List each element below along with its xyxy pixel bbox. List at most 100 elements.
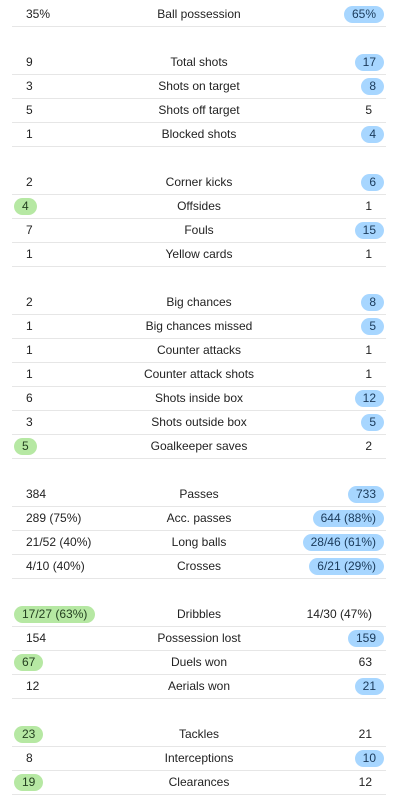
away-value: 8 <box>361 78 384 95</box>
stat-row: Blocked shots 1 4 <box>12 123 386 147</box>
away-value: 159 <box>347 630 384 647</box>
away-value: 28/46 (61%) <box>302 534 384 551</box>
home-value: 23 <box>14 726 44 743</box>
away-value: 1 <box>365 247 372 261</box>
away-value: 12 <box>358 775 372 789</box>
away-value: 5 <box>361 318 384 335</box>
home-value: 3 <box>26 415 33 429</box>
stat-row: Aerials won 12 21 <box>12 675 386 699</box>
home-value: 7 <box>26 223 33 237</box>
stat-group: Passes 384 733 Acc. passes 289 (75%) 644 (88%… <box>12 483 386 579</box>
home-value: 5 <box>26 103 33 117</box>
stat-row: Possession lost 154 159 <box>12 627 386 651</box>
stat-label: Goalkeeper saves <box>150 439 248 453</box>
stat-label: Clearances <box>168 775 230 789</box>
home-value: 8 <box>26 751 33 765</box>
home-value: 5 <box>14 438 37 455</box>
stat-label: Ball possession <box>157 7 241 21</box>
stat-row: Total shots 9 17 <box>12 51 386 75</box>
home-value: 35% <box>26 7 51 21</box>
stat-row: Goalkeeper saves 5 2 <box>12 435 386 459</box>
stat-row: Acc. passes 289 (75%) 644 (88%) <box>12 507 386 531</box>
stat-row: Big chances 2 8 <box>12 291 386 315</box>
stat-row: Yellow cards 1 1 <box>12 243 386 267</box>
stat-label: Big chances missed <box>145 319 253 333</box>
home-value: 4/10 (40%) <box>26 559 85 573</box>
stat-row: Crosses 4/10 (40%) 6/21 (29%) <box>12 555 386 579</box>
home-value: 12 <box>26 679 40 693</box>
stat-label: Blocked shots <box>161 127 237 141</box>
stat-label: Shots outside box <box>151 415 247 429</box>
home-value: 289 (75%) <box>26 511 82 525</box>
stat-label: Big chances <box>166 295 232 309</box>
stat-label: Interceptions <box>164 751 234 765</box>
stat-group: Total shots 9 17 Shots on target 3 8 Shots off… <box>12 51 386 147</box>
stat-label: Passes <box>179 487 219 501</box>
stat-row: Counter attacks 1 1 <box>12 339 386 363</box>
home-value: 384 <box>26 487 47 501</box>
stat-row: Duels won 67 63 <box>12 651 386 675</box>
home-value: 1 <box>26 367 33 381</box>
stat-row: Clearances 19 12 <box>12 771 386 795</box>
home-value: 4 <box>14 198 37 215</box>
away-value: 1 <box>365 199 372 213</box>
stat-row: Shots outside box 3 5 <box>12 411 386 435</box>
stat-label: Counter attack shots <box>143 367 255 381</box>
away-value: 733 <box>347 486 384 503</box>
home-value: 1 <box>26 127 33 141</box>
home-value: 3 <box>26 79 33 93</box>
away-value: 65% <box>343 6 384 23</box>
away-value: 5 <box>365 103 372 117</box>
stat-label: Corner kicks <box>165 175 233 189</box>
away-value: 2 <box>365 439 372 453</box>
stat-label: Fouls <box>184 223 214 237</box>
stat-row: Ball possession 35% 65% <box>12 3 386 27</box>
away-value: 15 <box>354 222 384 239</box>
home-value: 6 <box>26 391 33 405</box>
home-value: 2 <box>26 295 33 309</box>
stat-row: Interceptions 8 10 <box>12 747 386 771</box>
stat-row: Shots on target 3 8 <box>12 75 386 99</box>
home-value: 2 <box>26 175 33 189</box>
stat-group: Tackles 23 21 Interceptions 8 10 Clearances 19 1… <box>12 723 386 795</box>
stat-row: Shots off target 5 5 <box>12 99 386 123</box>
away-value: 5 <box>361 414 384 431</box>
stat-row: Corner kicks 2 6 <box>12 171 386 195</box>
stat-label: Possession lost <box>157 631 241 645</box>
stat-label: Shots inside box <box>154 391 244 405</box>
away-value: 6/21 (29%) <box>309 558 384 575</box>
stat-label: Acc. passes <box>166 511 232 525</box>
away-value: 21 <box>358 727 372 741</box>
stat-label: Tackles <box>178 727 219 741</box>
home-value: 17/27 (63%) <box>14 606 96 623</box>
stat-row: Counter attack shots 1 1 <box>12 363 386 387</box>
stat-label: Counter attacks <box>156 343 242 357</box>
stat-label: Total shots <box>170 55 228 69</box>
stat-group: Ball possession 35% 65% <box>12 3 386 27</box>
stat-label: Offsides <box>177 199 221 213</box>
stat-row: Tackles 23 21 <box>12 723 386 747</box>
away-value: 12 <box>354 390 384 407</box>
home-value: 9 <box>26 55 33 69</box>
away-value: 21 <box>354 678 384 695</box>
away-value: 1 <box>365 343 372 357</box>
stat-label: Dribbles <box>176 607 221 621</box>
home-value: 154 <box>26 631 47 645</box>
away-value: 6 <box>361 174 384 191</box>
stat-label: Shots off target <box>158 103 240 117</box>
stat-group: Dribbles 17/27 (63%) 14/30 (47%) Possession… <box>12 603 386 699</box>
stat-group: Corner kicks 2 6 Offsides 4 1 Fouls 7 15 Yellow c… <box>12 171 386 267</box>
home-value: 1 <box>26 247 33 261</box>
stat-row: Big chances missed 1 5 <box>12 315 386 339</box>
away-value: 1 <box>365 367 372 381</box>
stat-label: Shots on target <box>158 79 240 93</box>
stat-label: Long balls <box>171 535 227 549</box>
stat-row: Shots inside box 6 12 <box>12 387 386 411</box>
away-value: 14/30 (47%) <box>306 607 372 621</box>
away-value: 644 (88%) <box>312 510 384 527</box>
stat-label: Aerials won <box>167 679 231 693</box>
home-value: 21/52 (40%) <box>26 535 92 549</box>
stat-row: Offsides 4 1 <box>12 195 386 219</box>
stat-row: Fouls 7 15 <box>12 219 386 243</box>
away-value: 17 <box>354 54 384 71</box>
